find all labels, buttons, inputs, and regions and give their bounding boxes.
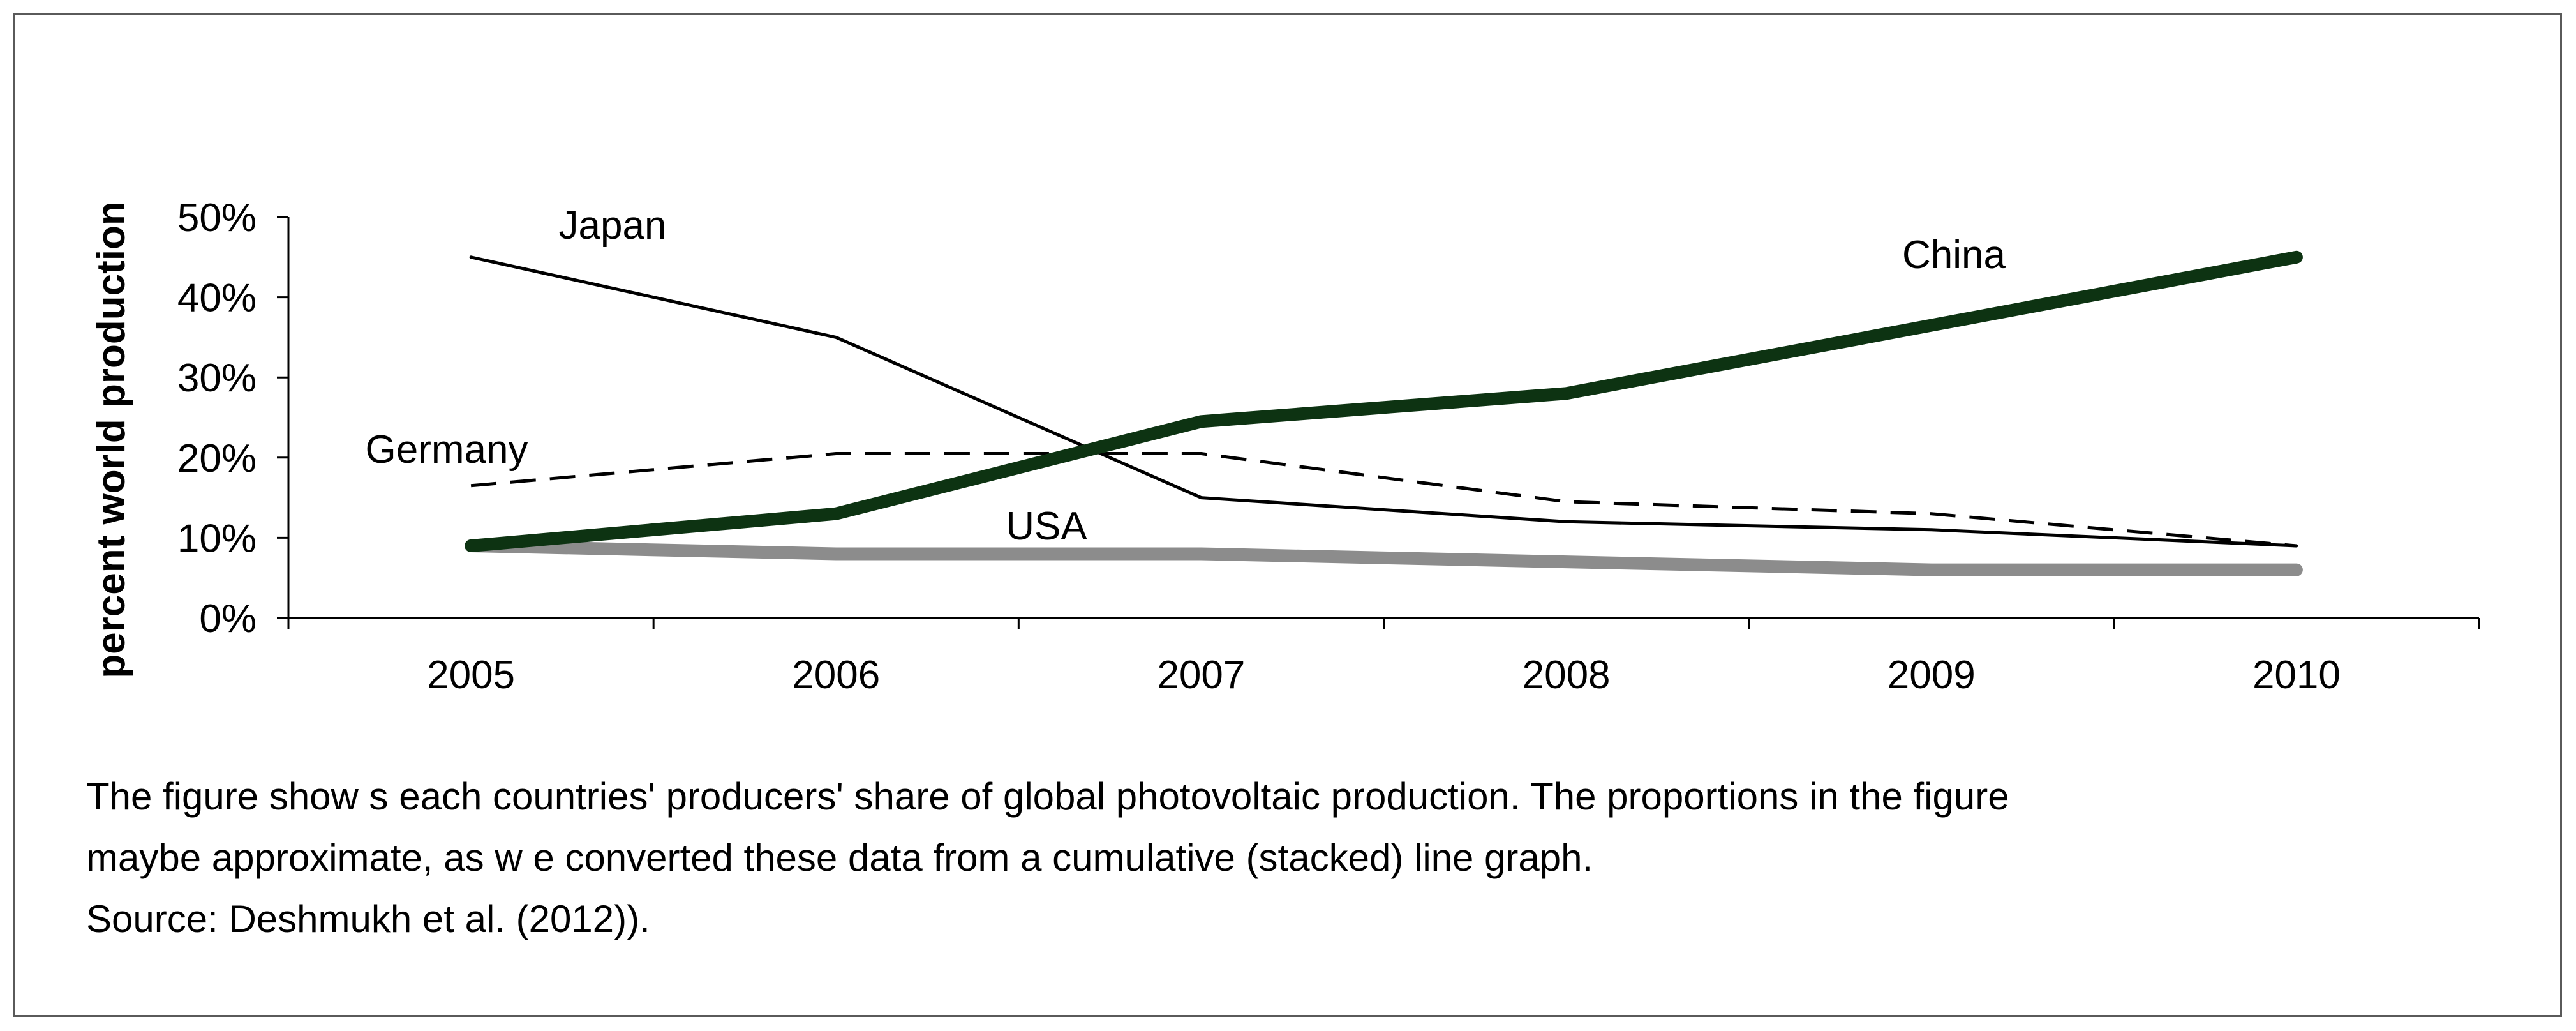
y-tick-label: 30% <box>177 356 257 400</box>
series-label-china: China <box>1902 233 2006 277</box>
x-tick-label: 2005 <box>427 653 515 697</box>
y-tick-label: 40% <box>177 276 257 320</box>
y-tick-label: 50% <box>177 196 257 240</box>
series-label-germany: Germany <box>366 428 528 472</box>
series-label-japan: Japan <box>559 204 667 248</box>
series-line-china <box>465 250 2303 552</box>
x-tick-label: 2008 <box>1523 653 1611 697</box>
x-tick-label: 2010 <box>2252 653 2341 697</box>
series-line-usa <box>465 539 2303 576</box>
x-tick-label: 2006 <box>792 653 880 697</box>
y-tick-label: 10% <box>177 516 257 561</box>
y-tick-label: 20% <box>177 437 257 481</box>
chart-axes: 0% 10% 20% 30% 40% 50% 2005 2006 2007 2008 2009 201… <box>89 196 2480 697</box>
x-tick-label: 2009 <box>1887 653 1976 697</box>
chart-series-labels: Japan China Germany USA <box>366 204 2006 548</box>
series-label-usa: USA <box>1006 504 1087 548</box>
caption-line-3: Source: Deshmukh et al. (2012)). <box>86 898 650 940</box>
caption-line-1: The figure show s each countries' produc… <box>86 775 2009 818</box>
x-tick-label: 2007 <box>1157 653 1245 697</box>
y-tick-label: 0% <box>199 597 257 641</box>
y-axis-title: percent world production <box>89 201 133 678</box>
caption-line-2: maybe approximate, as w e converted thes… <box>86 836 1593 879</box>
chart-series <box>465 250 2303 576</box>
figure-caption: The figure show s each countries' produc… <box>86 766 2511 950</box>
series-line-germany <box>470 452 2297 548</box>
figure-frame <box>13 13 2562 1017</box>
series-line-japan <box>469 255 2298 548</box>
